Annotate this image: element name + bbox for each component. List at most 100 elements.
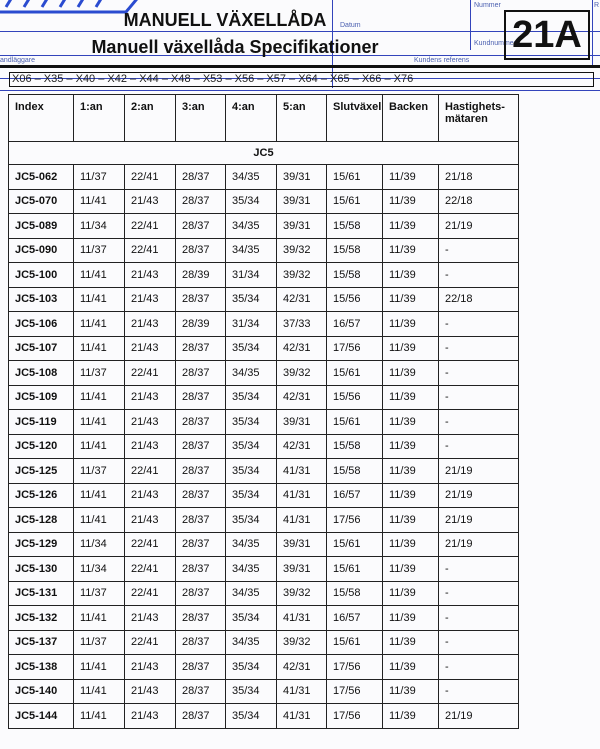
value-cell: 22/41	[124, 629, 176, 655]
value-cell: -	[438, 409, 519, 435]
value-cell: 11/37	[73, 458, 125, 484]
value-cell: 11/39	[382, 629, 439, 655]
table-row: JC5-090 11/37 22/41 28/37 34/35 39/32 15/58 11/…	[8, 237, 519, 263]
value-cell: 39/31	[276, 164, 327, 190]
index-cell: JC5-100	[8, 262, 74, 288]
value-cell: 11/41	[73, 384, 125, 410]
index-cell: JC5-089	[8, 213, 74, 239]
value-cell: 28/37	[175, 237, 226, 263]
form-rule	[592, 0, 593, 68]
value-cell: 11/41	[73, 605, 125, 631]
value-cell: 28/37	[175, 360, 226, 386]
value-cell: 17/56	[326, 703, 383, 729]
value-cell: 11/39	[382, 188, 439, 214]
value-cell: 11/41	[73, 286, 125, 312]
column-header: 5:an	[276, 94, 327, 142]
table-row: JC5-108 11/37 22/41 28/37 34/35 39/32 15/61 11/…	[8, 360, 519, 386]
value-cell: 21/43	[124, 384, 176, 410]
value-cell: -	[438, 580, 519, 606]
value-cell: 11/39	[382, 458, 439, 484]
value-cell: 42/31	[276, 433, 327, 459]
value-cell: 28/37	[175, 188, 226, 214]
table-row: JC5-128 11/41 21/43 28/37 35/34 41/31 17/56 11/…	[8, 507, 519, 533]
spec-table: Index 1:an 2:an 3:an 4:an 5:an Slutväxel Backen…	[8, 94, 519, 729]
value-cell: 28/37	[175, 531, 226, 557]
value-cell: 34/35	[225, 213, 277, 239]
value-cell: 34/35	[225, 580, 277, 606]
value-cell: 28/39	[175, 311, 226, 337]
value-cell: 11/37	[73, 580, 125, 606]
value-cell: -	[438, 629, 519, 655]
value-cell: 35/34	[225, 458, 277, 484]
value-cell: 28/37	[175, 409, 226, 435]
value-cell: 42/31	[276, 654, 327, 680]
value-cell: 11/39	[382, 237, 439, 263]
value-cell: 11/41	[73, 335, 125, 361]
value-cell: 11/39	[382, 580, 439, 606]
value-cell: -	[438, 262, 519, 288]
index-cell: JC5-070	[8, 188, 74, 214]
value-cell: 28/37	[175, 678, 226, 704]
value-cell: 39/31	[276, 409, 327, 435]
value-cell: 41/31	[276, 678, 327, 704]
value-cell: -	[438, 654, 519, 680]
form-rule	[0, 31, 600, 32]
value-cell: 11/37	[73, 360, 125, 386]
value-cell: 11/39	[382, 678, 439, 704]
table-row: JC5-062 11/37 22/41 28/37 34/35 39/31 15/61 11/…	[8, 164, 519, 190]
value-cell: 11/39	[382, 213, 439, 239]
value-cell: -	[438, 556, 519, 582]
value-cell: 35/34	[225, 482, 277, 508]
value-cell: 41/31	[276, 703, 327, 729]
divider	[0, 65, 600, 68]
form-rule	[470, 0, 471, 50]
value-cell: 21/43	[124, 482, 176, 508]
value-cell: 28/37	[175, 433, 226, 459]
value-cell: 34/35	[225, 164, 277, 190]
value-cell: 22/41	[124, 164, 176, 190]
value-cell: 15/56	[326, 286, 383, 312]
value-cell: 11/41	[73, 311, 125, 337]
value-cell: 21/43	[124, 433, 176, 459]
table-row: JC5-089 11/34 22/41 28/37 34/35 39/31 15/58 11/…	[8, 213, 519, 239]
value-cell: 21/19	[438, 213, 519, 239]
value-cell: 21/43	[124, 188, 176, 214]
value-cell: 16/57	[326, 311, 383, 337]
value-cell: 21/43	[124, 262, 176, 288]
value-cell: 28/37	[175, 703, 226, 729]
value-cell: 34/35	[225, 237, 277, 263]
value-cell: 22/41	[124, 213, 176, 239]
value-cell: 28/39	[175, 262, 226, 288]
index-cell: JC5-126	[8, 482, 74, 508]
table-row: JC5-138 11/41 21/43 28/37 35/34 42/31 17/56 11/…	[8, 654, 519, 680]
value-cell: 28/37	[175, 629, 226, 655]
kundnummer-label: Kundnummer	[474, 40, 517, 47]
index-cell: JC5-120	[8, 433, 74, 459]
value-cell: 15/58	[326, 433, 383, 459]
r-label: R	[594, 2, 600, 9]
value-cell: 28/37	[175, 556, 226, 582]
value-cell: 28/37	[175, 286, 226, 312]
value-cell: 11/39	[382, 335, 439, 361]
handlaggare-label: andläggare	[0, 57, 36, 64]
table-row: JC5-137 11/37 22/41 28/37 34/35 39/32 15/61 11/…	[8, 629, 519, 655]
index-cell: JC5-062	[8, 164, 74, 190]
value-cell: 35/34	[225, 654, 277, 680]
section-code: 21A	[504, 10, 590, 60]
value-cell: 28/37	[175, 458, 226, 484]
index-cell: JC5-138	[8, 654, 74, 680]
value-cell: 39/31	[276, 213, 327, 239]
value-cell: 11/34	[73, 213, 125, 239]
index-cell: JC5-106	[8, 311, 74, 337]
value-cell: 34/35	[225, 629, 277, 655]
value-cell: 11/39	[382, 262, 439, 288]
table-row: JC5-103 11/41 21/43 28/37 35/34 42/31 15/56 11/…	[8, 286, 519, 312]
value-cell: 21/43	[124, 703, 176, 729]
column-header: Hastighets- mätaren	[438, 94, 519, 142]
value-cell: 15/61	[326, 409, 383, 435]
value-cell: 35/34	[225, 605, 277, 631]
group-label: JC5	[8, 141, 519, 165]
table-row: JC5-132 11/41 21/43 28/37 35/34 41/31 16/57 11/…	[8, 605, 519, 631]
value-cell: 11/41	[73, 262, 125, 288]
column-header: Slutväxel	[326, 94, 383, 142]
